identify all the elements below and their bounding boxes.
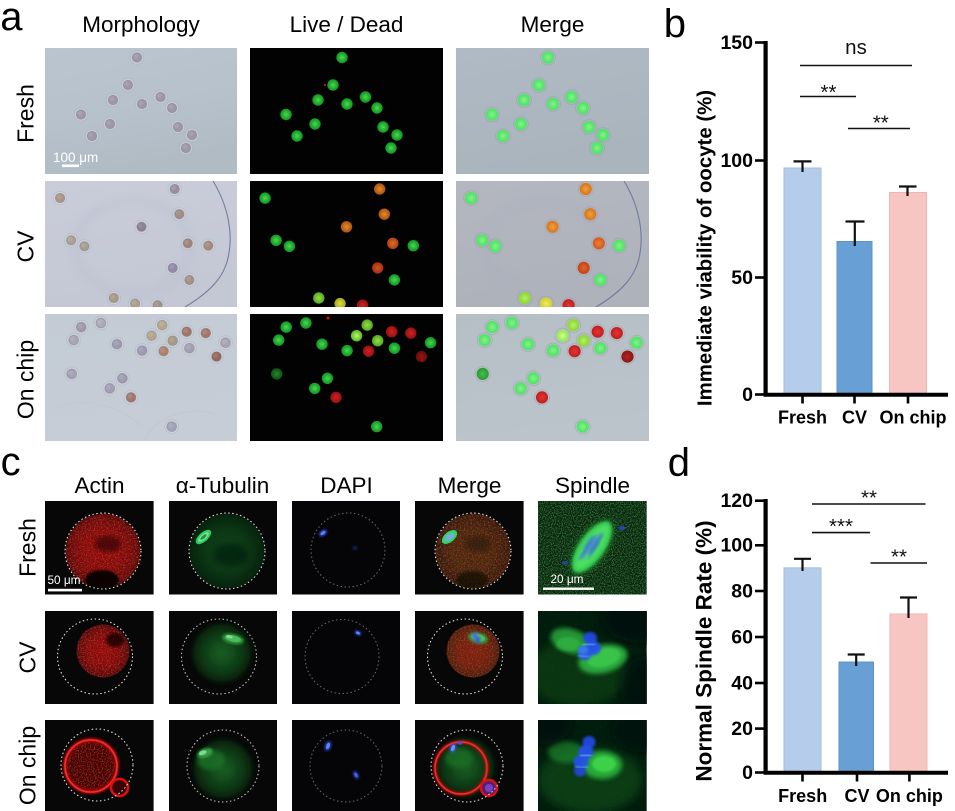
svg-text:120: 120 bbox=[720, 490, 753, 512]
svg-text:0: 0 bbox=[742, 384, 753, 406]
svg-text:**: ** bbox=[821, 81, 837, 104]
svg-text:Fresh: Fresh bbox=[778, 786, 827, 806]
svg-text:100 μm: 100 μm bbox=[53, 150, 98, 165]
svg-text:Normal Spindle Rate (%): Normal Spindle Rate (%) bbox=[692, 520, 717, 781]
svg-text:Immediate viability of oocyte: Immediate viability of oocyte (%) bbox=[695, 90, 717, 406]
svg-text:ns: ns bbox=[845, 36, 867, 59]
svg-text:150: 150 bbox=[720, 32, 753, 54]
svg-text:Fresh: Fresh bbox=[778, 408, 827, 428]
svg-text:100: 100 bbox=[720, 535, 753, 557]
svg-text:80: 80 bbox=[731, 580, 753, 602]
svg-text:On chip: On chip bbox=[876, 786, 943, 806]
svg-text:CV: CV bbox=[842, 408, 867, 428]
svg-text:50: 50 bbox=[731, 267, 753, 289]
svg-text:20 μm: 20 μm bbox=[551, 573, 584, 586]
svg-text:60: 60 bbox=[731, 626, 753, 648]
svg-text:**: ** bbox=[891, 546, 907, 569]
svg-text:50 μm: 50 μm bbox=[47, 574, 80, 587]
svg-text:On chip: On chip bbox=[880, 408, 947, 428]
svg-text:40: 40 bbox=[731, 672, 753, 694]
svg-text:20: 20 bbox=[731, 718, 753, 740]
svg-text:100: 100 bbox=[720, 150, 753, 172]
svg-text:**: ** bbox=[861, 487, 877, 510]
svg-text:CV: CV bbox=[844, 786, 869, 806]
svg-text:**: ** bbox=[873, 112, 889, 135]
svg-text:***: *** bbox=[829, 515, 853, 538]
svg-text:0: 0 bbox=[742, 762, 753, 784]
